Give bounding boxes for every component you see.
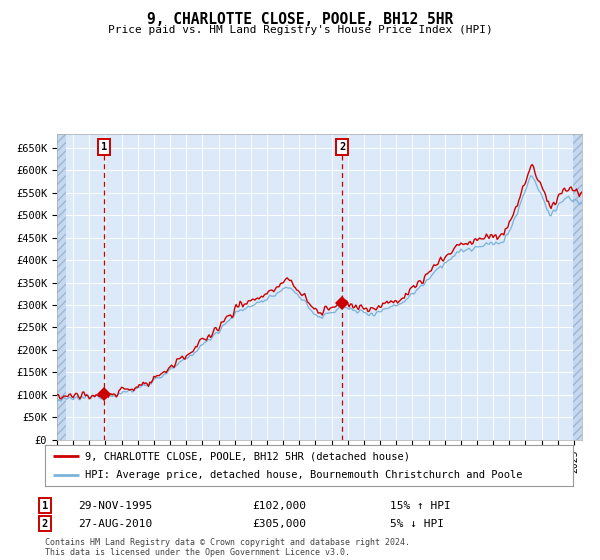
Text: 9, CHARLOTTE CLOSE, POOLE, BH12 5HR: 9, CHARLOTTE CLOSE, POOLE, BH12 5HR (147, 12, 453, 27)
Text: 15% ↑ HPI: 15% ↑ HPI (390, 501, 451, 511)
Text: 1: 1 (101, 142, 107, 152)
Text: 2: 2 (340, 142, 346, 152)
Text: 1: 1 (42, 501, 48, 511)
Text: 5% ↓ HPI: 5% ↓ HPI (390, 519, 444, 529)
Bar (57, 134, 66, 440)
Bar (573, 134, 582, 440)
Text: 2: 2 (42, 519, 48, 529)
Text: 29-NOV-1995: 29-NOV-1995 (78, 501, 152, 511)
Text: £102,000: £102,000 (252, 501, 306, 511)
Text: Price paid vs. HM Land Registry's House Price Index (HPI): Price paid vs. HM Land Registry's House … (107, 25, 493, 35)
Text: 9, CHARLOTTE CLOSE, POOLE, BH12 5HR (detached house): 9, CHARLOTTE CLOSE, POOLE, BH12 5HR (det… (85, 451, 410, 461)
Text: £305,000: £305,000 (252, 519, 306, 529)
Text: HPI: Average price, detached house, Bournemouth Christchurch and Poole: HPI: Average price, detached house, Bour… (85, 470, 522, 480)
Text: Contains HM Land Registry data © Crown copyright and database right 2024.
This d: Contains HM Land Registry data © Crown c… (45, 538, 410, 557)
Text: 27-AUG-2010: 27-AUG-2010 (78, 519, 152, 529)
